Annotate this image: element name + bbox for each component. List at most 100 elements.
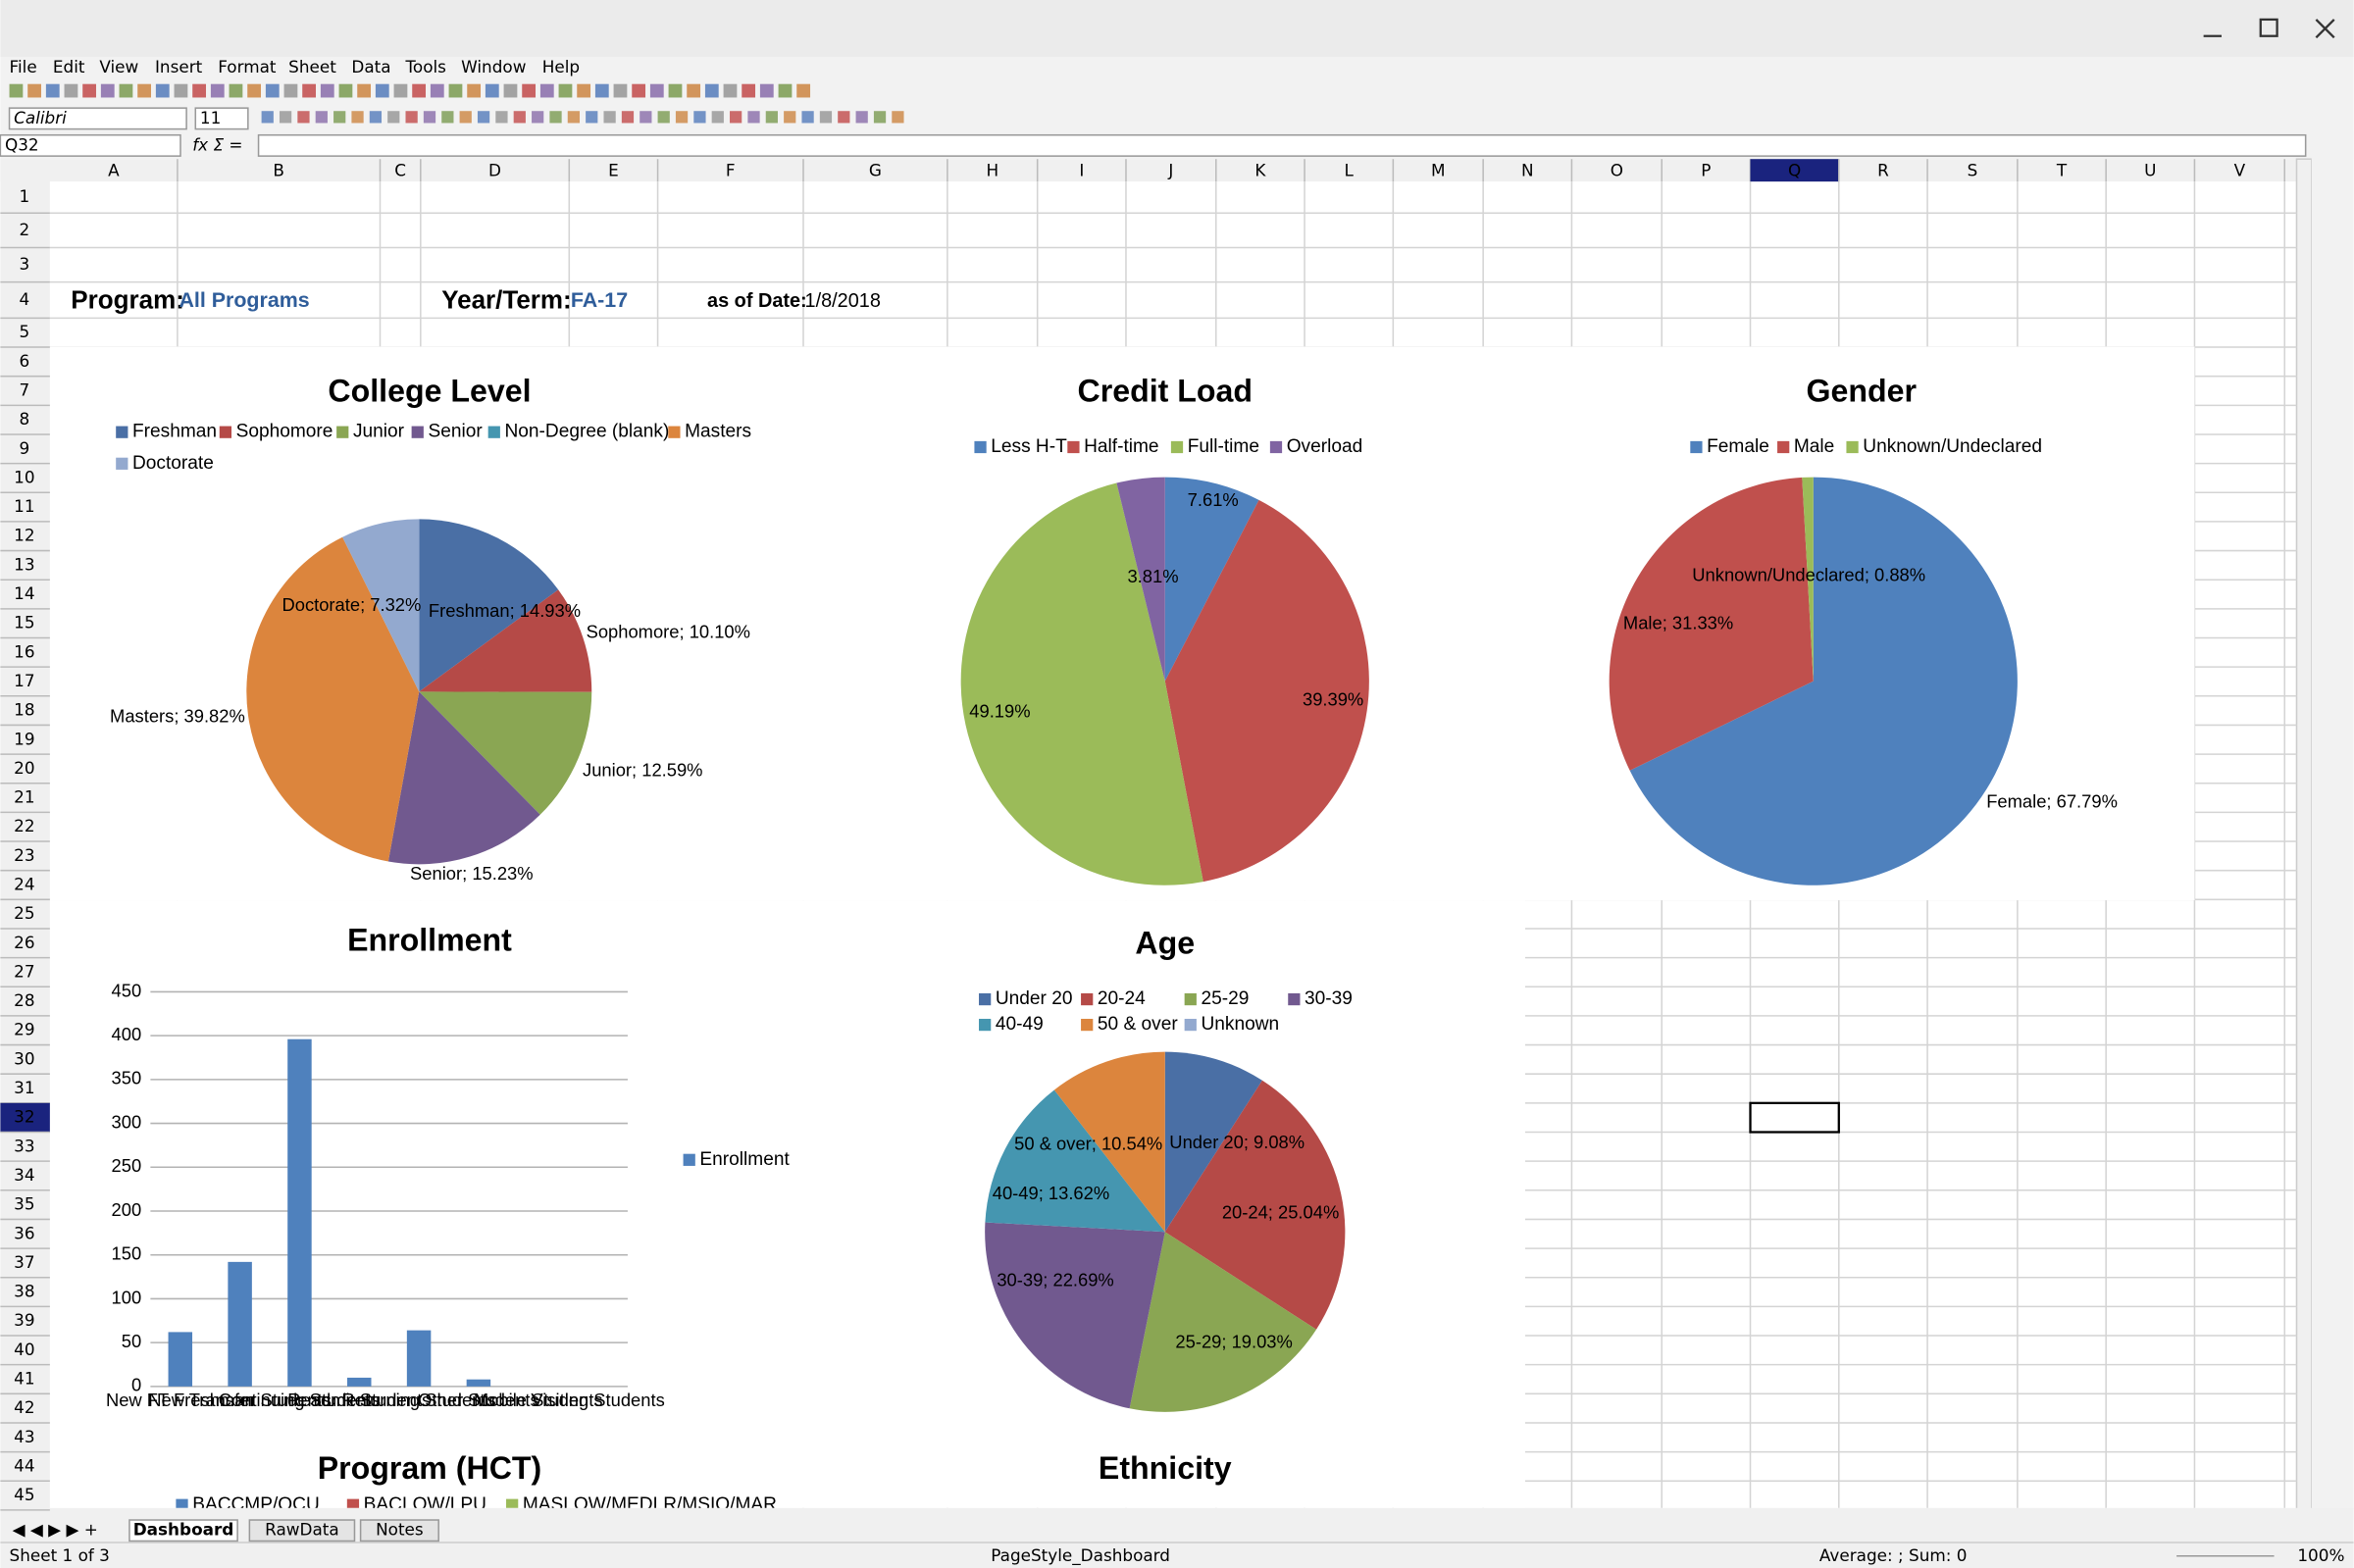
column-header[interactable]: U [2144,160,2156,179]
toolbar-icon[interactable] [412,83,427,98]
column-header[interactable]: V [2234,160,2246,179]
font-name-box[interactable] [8,107,187,130]
row-header[interactable]: 12 [14,526,34,545]
sheet-tab[interactable] [359,1519,439,1543]
toolbar-icon[interactable] [693,111,706,124]
toolbar-icon[interactable] [302,83,317,98]
row-header[interactable]: 41 [14,1368,34,1388]
sheet-tab[interactable] [248,1519,356,1543]
row-header[interactable]: 10 [14,467,34,486]
toolbar-icon[interactable] [387,111,400,124]
row-header[interactable]: 45 [14,1485,34,1504]
toolbar-icon[interactable] [558,83,573,98]
toolbar-icon[interactable] [119,83,133,98]
column-header[interactable]: J [1167,160,1173,179]
column-header[interactable]: K [1254,160,1266,179]
row-header[interactable]: 17 [14,671,34,690]
toolbar-icon[interactable] [283,83,298,98]
toolbar-icon[interactable] [723,83,738,98]
column-header[interactable]: Q [1788,160,1801,179]
column-header[interactable]: M [1431,160,1446,179]
row-header[interactable]: 7 [19,380,29,400]
row-header[interactable]: 28 [14,990,34,1010]
toolbar-icon[interactable] [459,111,472,124]
row-header[interactable]: 42 [14,1397,34,1417]
toolbar-icon[interactable] [448,83,463,98]
menu-item[interactable]: Data [351,57,390,76]
row-header[interactable]: 26 [14,933,34,952]
toolbar-icon[interactable] [765,111,778,124]
toolbar-icon[interactable] [657,111,670,124]
sheet-tab-label[interactable]: Notes [376,1520,424,1540]
toolbar-icon[interactable] [100,83,115,98]
toolbar-icon[interactable] [369,111,383,124]
row-header[interactable]: 36 [14,1223,34,1242]
sheet-tab-label[interactable]: Dashboard [133,1520,234,1540]
toolbar-icon[interactable] [522,83,537,98]
menu-item[interactable]: Insert [155,57,203,76]
toolbar-icon[interactable] [174,83,188,98]
toolbar-icon[interactable] [742,83,756,98]
toolbar-icon[interactable] [613,83,628,98]
menu-item[interactable]: Format [218,57,277,76]
toolbar-icon[interactable] [495,111,508,124]
toolbar-icon[interactable] [279,111,292,124]
toolbar-icon[interactable] [229,83,243,98]
column-header[interactable]: S [1968,160,1978,179]
column-header[interactable]: B [273,160,284,179]
toolbar-icon[interactable] [759,83,774,98]
toolbar-icon[interactable] [513,111,526,124]
column-header[interactable]: E [608,160,619,179]
toolbar-icon[interactable] [357,83,372,98]
toolbar-icon[interactable] [477,111,490,124]
row-header[interactable]: 8 [19,409,29,429]
toolbar-icon[interactable] [549,111,562,124]
row-header[interactable]: 34 [14,1165,34,1185]
row-header[interactable]: 44 [14,1455,34,1475]
toolbar-icon[interactable] [649,83,664,98]
menu-item[interactable]: Help [542,57,580,76]
column-header[interactable]: G [869,160,882,179]
toolbar-icon[interactable] [265,83,280,98]
row-header[interactable]: 19 [14,729,34,748]
column-header[interactable]: L [1345,160,1355,179]
toolbar-icon[interactable] [855,111,868,124]
row-header[interactable]: 3 [19,254,29,274]
toolbar-icon[interactable] [675,111,689,124]
toolbar-icon[interactable] [711,111,724,124]
toolbar-icon[interactable] [586,111,598,124]
toolbar-icon[interactable] [338,83,353,98]
formula-input[interactable] [257,133,2307,157]
column-header[interactable]: F [726,160,736,179]
toolbar-icon[interactable] [393,83,408,98]
row-header[interactable]: 21 [14,787,34,807]
column-header[interactable]: N [1521,160,1534,179]
toolbar-icon[interactable] [704,83,719,98]
row-header[interactable]: 9 [19,438,29,458]
row-header[interactable]: 33 [14,1136,34,1155]
row-header[interactable]: 32 [14,1107,34,1127]
toolbar-icon[interactable] [467,83,482,98]
toolbar-icon[interactable] [351,111,364,124]
toolbar-icon[interactable] [532,111,544,124]
toolbar-icon[interactable] [577,83,591,98]
column-header[interactable]: A [108,160,120,179]
toolbar-icon[interactable] [603,111,616,124]
toolbar-icon[interactable] [687,83,701,98]
toolbar-icon[interactable] [640,111,652,124]
row-header[interactable]: 38 [14,1282,34,1301]
row-header[interactable]: 27 [14,961,34,981]
toolbar-icon[interactable] [155,83,170,98]
row-header[interactable]: 6 [19,351,29,371]
toolbar-icon[interactable] [210,83,225,98]
column-header[interactable]: R [1877,160,1889,179]
row-header[interactable]: 2 [19,220,29,239]
toolbar-icon[interactable] [375,83,389,98]
toolbar-icon[interactable] [892,111,904,124]
column-header[interactable]: T [2056,160,2068,179]
column-header[interactable]: I [1079,160,1084,179]
row-header[interactable]: 1 [19,186,29,206]
menu-item[interactable]: Sheet [288,57,336,76]
row-header[interactable]: 18 [14,700,34,720]
row-header[interactable]: 20 [14,758,34,778]
